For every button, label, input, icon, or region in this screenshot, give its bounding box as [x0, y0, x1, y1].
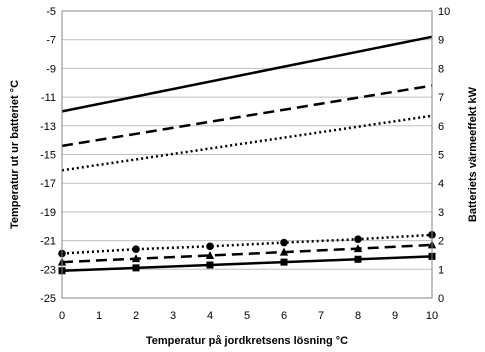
left-tick-label: -7 [46, 35, 56, 47]
x-tick-label: 10 [426, 310, 438, 322]
data-point-circle [354, 235, 362, 243]
right-tick-label: 0 [438, 293, 444, 305]
x-tick-label: 8 [355, 310, 361, 322]
left-tick-label: -21 [40, 236, 56, 248]
right-tick-label: 6 [438, 121, 444, 133]
left-tick-label: -19 [40, 207, 56, 219]
series-line-4 [61, 233, 433, 255]
right-tick-label: 10 [438, 6, 450, 18]
series-line-5 [61, 243, 433, 264]
x-tick-label: 4 [207, 310, 213, 322]
series-line-3 [61, 114, 433, 172]
x-tick-label: 3 [170, 310, 176, 322]
data-point-triangle [131, 254, 141, 263]
right-tick-label: 1 [438, 264, 444, 276]
right-tick-label: 8 [438, 63, 444, 75]
right-tick-label: 5 [438, 150, 444, 162]
right-tick-label: 4 [438, 178, 444, 190]
right-tick-label: 7 [438, 92, 444, 104]
left-tick-label: -25 [40, 293, 56, 305]
right-tick-label: 3 [438, 207, 444, 219]
left-tick-label: -15 [40, 150, 56, 162]
right-tick-label: 9 [438, 35, 444, 47]
x-tick-label: 0 [59, 310, 65, 322]
data-point-square [132, 264, 140, 272]
data-point-square [280, 258, 288, 266]
right-tick-label: 2 [438, 236, 444, 248]
series-line-2 [61, 84, 433, 148]
x-tick-label: 7 [318, 310, 324, 322]
series-line-1 [61, 35, 433, 113]
x-tick-label: 6 [281, 310, 287, 322]
left-axis-tick-labels: -5 -7 -9 -11 -13 -15 -17 -19 -21 -23 -25 [40, 6, 56, 305]
left-tick-label: -13 [40, 121, 56, 133]
left-tick-label: -11 [41, 92, 56, 104]
data-point-triangle [205, 251, 215, 260]
data-point-square [354, 255, 362, 263]
right-axis-title: Batteriets värmeeffekt kW [467, 86, 479, 222]
data-point-square [206, 261, 214, 269]
left-tick-label: -5 [46, 6, 56, 18]
data-point-circle [206, 242, 214, 251]
left-axis-title: Temperatur ut ur batteriet °C [9, 80, 21, 229]
left-tick-label: -9 [46, 63, 56, 75]
x-tick-label: 2 [133, 310, 139, 322]
plot-frame [61, 10, 433, 299]
left-tick-label: -23 [40, 264, 56, 276]
left-tick-label: -17 [40, 178, 56, 190]
data-point-circle [132, 245, 140, 254]
x-tick-label: 5 [244, 310, 250, 322]
data-point-triangle [279, 247, 289, 256]
data-point-triangle [353, 244, 363, 253]
x-tick-label: 9 [392, 310, 398, 322]
x-tick-label: 1 [96, 310, 102, 322]
x-axis-title: Temperatur på jordkretsens lösning °C [146, 335, 348, 347]
series-line-6 [61, 255, 433, 272]
x-axis-tick-labels: 0 1 2 3 4 5 6 7 8 9 10 [59, 310, 438, 322]
data-point-circle [280, 238, 288, 247]
